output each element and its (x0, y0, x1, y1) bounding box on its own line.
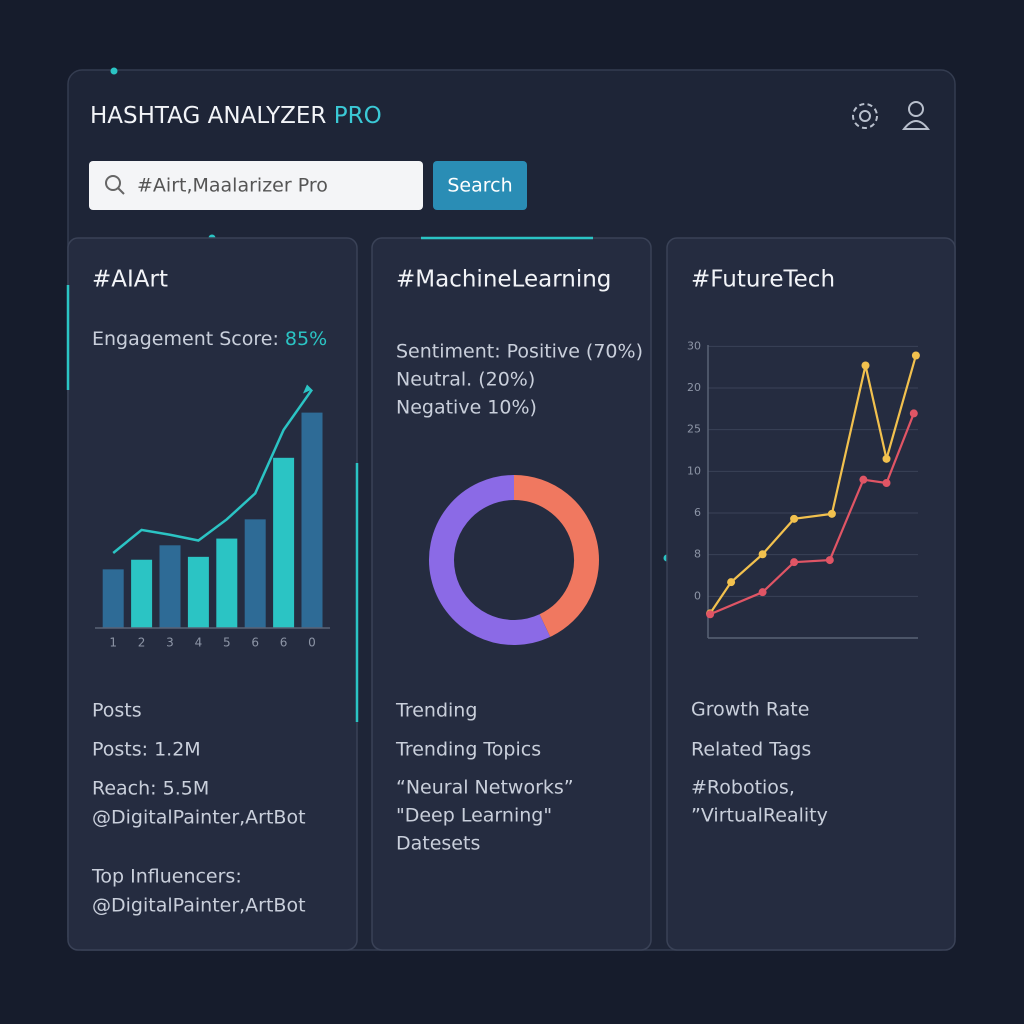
card (666, 237, 956, 951)
point (727, 578, 736, 587)
card-title: #FutureTech (691, 267, 835, 293)
x-tick-label: 3 (166, 636, 174, 650)
point (909, 409, 918, 418)
sentiment-line: Negative 10%) (396, 397, 537, 419)
point (859, 475, 868, 484)
point (758, 550, 767, 559)
metric-value: 85% (285, 328, 327, 350)
bar (273, 457, 295, 628)
sentiment-line: Neutral. (20%) (396, 369, 535, 391)
settings-icon[interactable] (852, 103, 878, 129)
y-tick-label: 20 (687, 381, 701, 394)
x-tick-label: 6 (280, 636, 288, 650)
card-line: "Deep Learning" (396, 805, 552, 827)
card-line: Trending (395, 700, 477, 722)
card-line: Growth Rate (691, 699, 809, 721)
metric: Engagement Score: 85% (92, 328, 327, 350)
point (758, 588, 767, 597)
point (882, 479, 891, 487)
trend-arrow (303, 384, 312, 394)
user-icon[interactable] (901, 101, 931, 130)
card-line: Related Tags (691, 739, 811, 761)
card-title: #AIArt (92, 267, 168, 293)
x-tick-label: 2 (138, 636, 146, 650)
bar (244, 519, 266, 628)
bar (159, 545, 181, 628)
point (706, 610, 715, 619)
card-line: @DigitalPainter,ArtBot (92, 807, 306, 829)
search-icon-handle (117, 187, 125, 195)
point (882, 454, 891, 463)
point (790, 514, 799, 523)
x-tick-label: 0 (308, 636, 316, 650)
y-tick-label: 8 (694, 548, 701, 561)
search-button[interactable] (433, 161, 527, 210)
trend-line (112, 388, 314, 554)
card-line: ”VirtualReality (691, 805, 828, 827)
bar (187, 556, 209, 628)
search-box[interactable] (89, 161, 423, 210)
donut-segment (513, 475, 599, 637)
card-line: “Neural Networks” (396, 777, 574, 799)
sentiment-line: Sentiment: Positive (70%) (396, 341, 643, 363)
bar (216, 538, 238, 628)
card-line: Top Influencers: (91, 866, 242, 888)
card-line: Trending Topics (395, 739, 541, 761)
title-text: HASHTAG ANALYZER (90, 103, 326, 129)
metric-label: Engagement Score: (92, 328, 279, 350)
card-line: #Robotios, (691, 777, 795, 799)
search-query: #Airt,Maalarizer Pro (137, 175, 328, 197)
series-line (709, 355, 917, 615)
card-line: Posts (92, 700, 142, 722)
card-title: #MachineLearning (396, 267, 611, 293)
point (825, 556, 834, 565)
app-title: HASHTAG ANALYZER PRO (90, 103, 382, 129)
card-line: Datesets (396, 833, 480, 855)
x-tick-label: 4 (195, 636, 203, 650)
card-line: Reach: 5.5M (92, 778, 209, 800)
point (790, 558, 799, 567)
bar (102, 569, 124, 628)
y-tick-label: 25 (687, 423, 701, 436)
y-tick-label: 0 (694, 589, 701, 602)
x-tick-label: 6 (251, 636, 259, 650)
point (861, 361, 870, 370)
title-accent: PRO (334, 103, 382, 129)
y-tick-label: 6 (694, 506, 701, 519)
point (827, 509, 836, 518)
accent-dot (110, 67, 118, 75)
y-tick-label: 10 (687, 464, 701, 477)
search-button-label[interactable]: Search (447, 175, 512, 197)
card-line: @DigitalPainter,ArtBot (92, 895, 306, 917)
card-line: Posts: 1.2M (92, 739, 201, 761)
search-icon (105, 175, 121, 191)
x-tick-label: 5 (223, 636, 231, 650)
donut-segment (429, 475, 551, 645)
bar (131, 559, 153, 628)
bar (301, 412, 323, 628)
point (911, 351, 920, 360)
y-tick-label: 30 (687, 339, 701, 352)
x-tick-label: 1 (109, 636, 117, 650)
